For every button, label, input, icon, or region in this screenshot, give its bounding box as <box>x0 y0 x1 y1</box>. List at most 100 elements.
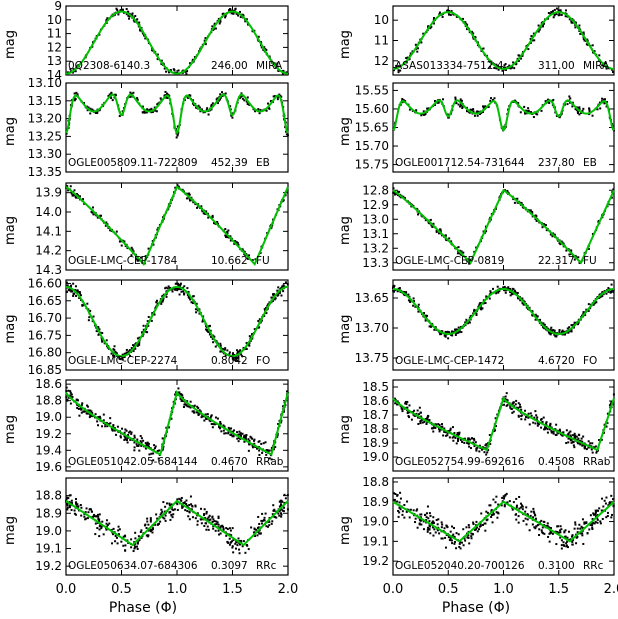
data-point <box>89 309 92 312</box>
data-point <box>226 230 229 233</box>
data-point <box>432 534 435 537</box>
data-point <box>397 69 400 72</box>
data-point <box>160 98 163 101</box>
data-point <box>183 285 186 288</box>
data-point <box>407 415 410 418</box>
data-point <box>588 108 591 111</box>
data-point <box>563 333 566 336</box>
data-point <box>226 528 229 531</box>
data-point <box>243 99 246 102</box>
data-point <box>521 508 524 511</box>
data-point <box>198 409 201 412</box>
data-point <box>569 434 572 437</box>
data-point <box>164 514 167 517</box>
data-point <box>185 72 188 75</box>
data-point <box>474 36 477 39</box>
data-point <box>206 328 209 331</box>
data-point <box>465 526 468 529</box>
data-point <box>490 516 493 519</box>
data-point <box>67 389 70 392</box>
data-point <box>270 522 273 525</box>
data-point <box>231 435 234 438</box>
data-point <box>433 528 436 531</box>
data-point <box>125 351 128 354</box>
period-label: 4.6720 <box>538 355 575 367</box>
data-point <box>86 405 89 408</box>
data-point <box>606 515 609 518</box>
data-point <box>602 293 605 296</box>
data-point <box>223 348 226 351</box>
data-point <box>536 524 539 527</box>
data-point <box>542 416 545 419</box>
period-label: 311.00 <box>538 60 575 72</box>
data-point <box>261 451 264 454</box>
data-point <box>163 517 166 520</box>
data-point <box>447 536 450 539</box>
data-point <box>66 506 69 509</box>
data-point <box>236 359 239 362</box>
data-point <box>278 510 281 513</box>
data-point <box>564 15 567 18</box>
data-point <box>225 534 228 537</box>
data-point <box>87 106 90 109</box>
data-point <box>509 67 512 70</box>
data-point <box>265 525 268 528</box>
data-point <box>589 442 592 445</box>
data-point <box>235 12 238 15</box>
data-point <box>139 440 142 443</box>
data-point <box>92 213 95 216</box>
star-name-label: OGLE-LMC-CEP-1472 <box>395 355 504 367</box>
data-point <box>491 98 494 101</box>
data-point <box>172 68 175 71</box>
y-tick-label: 18.8 <box>362 475 389 489</box>
data-point <box>573 446 576 449</box>
data-point <box>270 446 273 449</box>
data-point <box>559 531 562 534</box>
data-point <box>260 319 263 322</box>
data-point <box>212 423 215 426</box>
data-point <box>529 514 532 517</box>
data-point <box>79 292 82 295</box>
data-point <box>581 534 584 537</box>
data-point <box>594 513 597 516</box>
data-point <box>196 512 199 515</box>
data-point <box>154 523 157 526</box>
data-point <box>601 295 604 298</box>
y-axis-label: mag <box>3 415 18 444</box>
data-point <box>195 411 198 414</box>
data-point <box>399 508 402 511</box>
data-point <box>68 506 71 509</box>
data-point <box>510 407 513 410</box>
data-point <box>519 502 522 505</box>
data-point <box>237 14 240 17</box>
y-axis-label: mag <box>3 117 18 146</box>
data-point <box>110 92 113 95</box>
data-point <box>242 346 245 349</box>
data-point <box>568 326 571 329</box>
data-point <box>576 110 579 113</box>
data-point <box>591 526 594 529</box>
data-point <box>459 98 462 101</box>
data-point <box>166 287 169 290</box>
data-point <box>124 549 127 552</box>
data-point <box>540 109 543 112</box>
data-point <box>139 435 142 438</box>
data-point <box>502 286 505 289</box>
data-point <box>438 424 441 427</box>
data-point <box>115 433 118 436</box>
data-point <box>454 96 457 99</box>
data-point <box>555 7 558 10</box>
data-point <box>111 542 114 545</box>
data-point <box>567 530 570 533</box>
data-point <box>571 105 574 108</box>
data-point <box>506 189 509 192</box>
data-point <box>610 400 613 403</box>
data-point <box>466 442 469 445</box>
data-point <box>438 428 441 431</box>
data-point <box>208 514 211 517</box>
data-point <box>210 103 213 106</box>
data-point <box>403 516 406 519</box>
data-point <box>607 290 610 293</box>
